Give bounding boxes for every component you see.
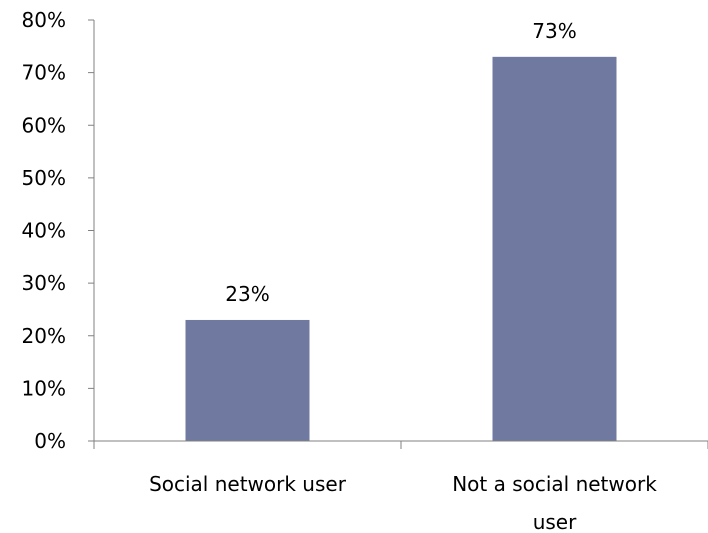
data-label: 23%	[225, 282, 269, 306]
y-tick-label: 60%	[22, 113, 66, 137]
y-tick-label: 80%	[22, 8, 66, 32]
bar	[492, 56, 617, 442]
category-labels-group: Social network user Not a social network u…	[93, 441, 708, 533]
x-tick-label: Not a social network	[452, 472, 657, 496]
x-tick-label: Social network user	[149, 472, 347, 496]
data-labels-group: 23% 73%	[225, 19, 576, 306]
data-label: 73%	[532, 19, 576, 43]
y-tick-label: 40%	[22, 219, 66, 243]
y-tick-label: 50%	[22, 166, 66, 190]
x-tick-label: user	[533, 510, 577, 533]
bar	[185, 319, 310, 441]
y-tick-label: 70%	[22, 61, 66, 85]
y-tick-label: 20%	[22, 324, 66, 348]
y-tick-label: 10%	[22, 376, 66, 400]
y-tick-label: 30%	[22, 271, 66, 295]
y-tick-label: 0%	[34, 429, 66, 453]
bars-group	[185, 56, 617, 442]
y-axis: 0% 10% 20% 30% 40% 50% 60% 70% 80%	[22, 8, 94, 453]
